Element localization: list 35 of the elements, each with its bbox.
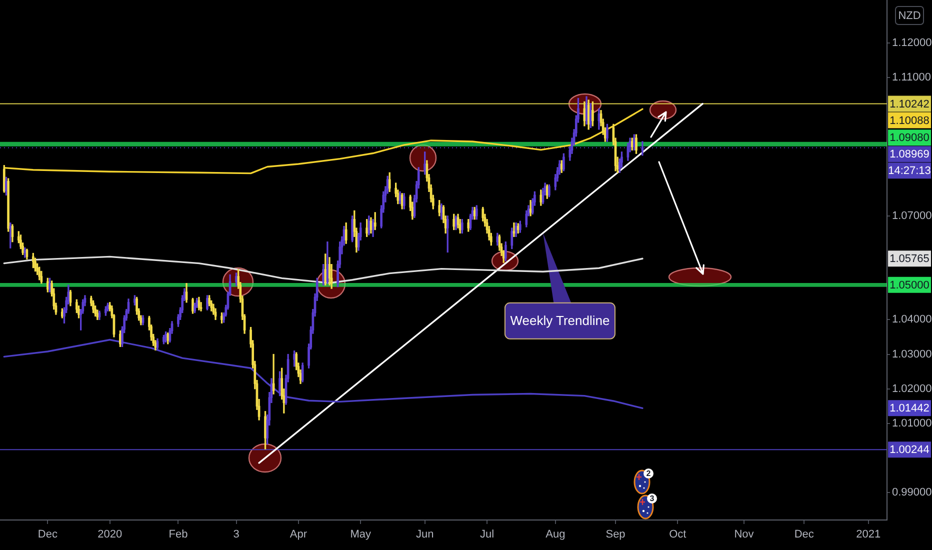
y-tick-label: 1.03000 — [892, 348, 932, 360]
x-tick-label: Feb — [168, 528, 188, 541]
text: 14:27:13 — [888, 165, 931, 178]
x-tick-label: Sep — [606, 528, 626, 541]
x-tick-label: Jun — [416, 528, 434, 541]
x-tick-label: Nov — [734, 528, 754, 541]
x-tick-label: 2021 — [856, 528, 881, 541]
annotation: Weekly Trendline — [510, 312, 610, 328]
annotation: 2 — [644, 468, 652, 478]
annotation: 3 — [648, 494, 656, 504]
y-tick-label: 1.02000 — [892, 382, 932, 395]
y-tick-label: 0.99000 — [892, 486, 932, 499]
y-tick-label: 1.12000 — [892, 36, 932, 49]
y-axis-title: NZD — [898, 10, 921, 22]
x-tick-label: Jul — [480, 528, 494, 541]
ref-line-label: 1.10242 — [890, 98, 930, 110]
ref-line-label: 1.08969 — [890, 148, 930, 161]
y-tick-label: 1.01000 — [892, 418, 932, 430]
x-tick-label: 2020 — [98, 528, 122, 541]
text: 1.05765 — [890, 253, 930, 266]
y-tick-label: 1.11000 — [892, 72, 931, 84]
x-tick-label: 3 — [233, 528, 240, 541]
band-label: 1.09080 — [890, 132, 930, 144]
y-tick-label: 1.07000 — [892, 210, 932, 222]
text: 1.01442 — [890, 402, 930, 415]
x-tick-label: Dec — [794, 528, 814, 541]
x-tick-label: May — [350, 528, 372, 541]
band-label: 1.05000 — [890, 279, 930, 292]
ref-line-label: 1.00244 — [890, 444, 930, 456]
x-tick-label: Oct — [669, 528, 686, 541]
x-tick-label: Aug — [546, 528, 566, 541]
text: 1.10088 — [890, 114, 930, 127]
x-tick-label: Apr — [290, 528, 308, 541]
y-tick-label: 1.04000 — [892, 314, 932, 326]
x-tick-label: Dec — [38, 528, 58, 541]
